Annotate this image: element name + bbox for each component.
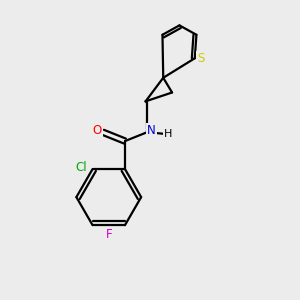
Text: N: N: [147, 124, 156, 137]
Text: H: H: [164, 129, 173, 139]
Text: Cl: Cl: [76, 161, 87, 174]
Text: S: S: [198, 52, 205, 65]
Text: O: O: [92, 124, 102, 137]
Text: F: F: [106, 228, 112, 241]
